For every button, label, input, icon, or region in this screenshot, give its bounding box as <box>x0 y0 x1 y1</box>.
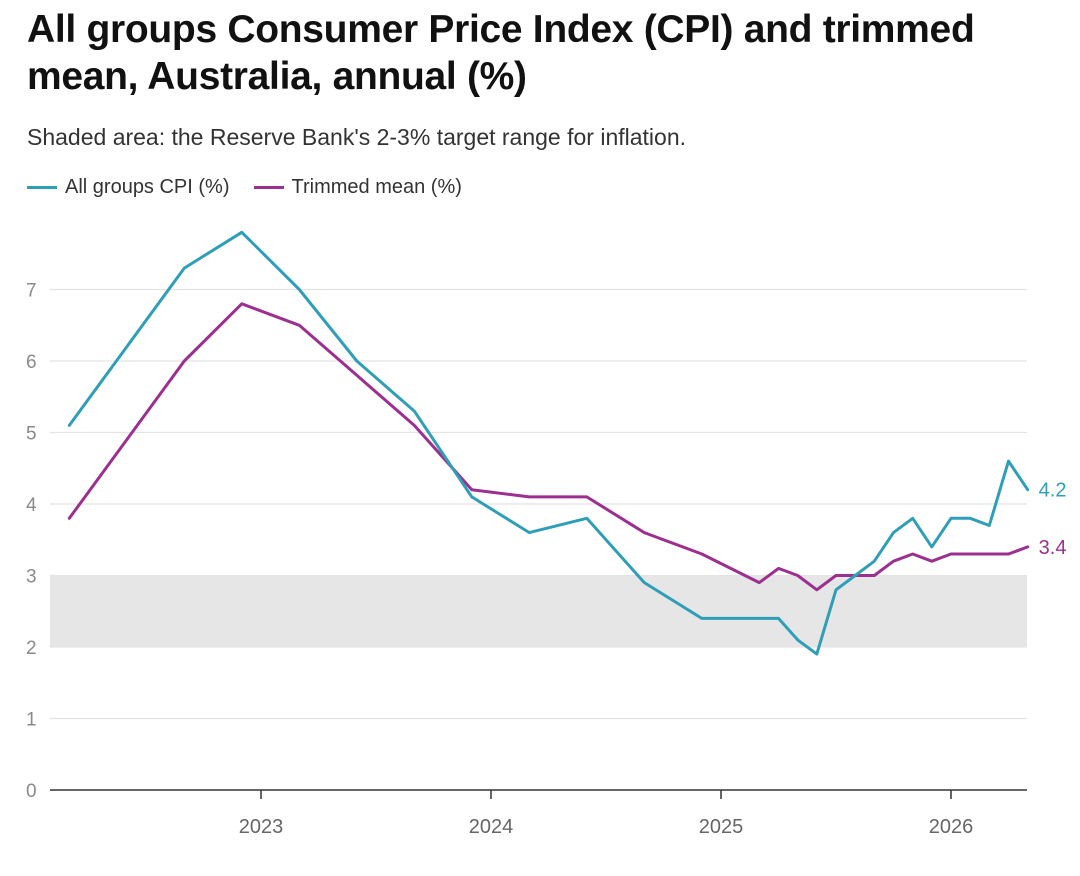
series-line-trimmed-mean[interactable] <box>67 302 1030 592</box>
y-tick-label-4: 4 <box>26 495 37 516</box>
x-tick-label-2024: 2024 <box>469 816 514 838</box>
chart-legend: All groups CPI (%) Trimmed mean (%) <box>27 176 486 199</box>
chart-subtitle: Shaded area: the Reserve Bank's 2-3% tar… <box>27 124 687 150</box>
series-line-cpi[interactable] <box>67 230 1030 656</box>
y-tick-label-0: 0 <box>26 781 37 802</box>
legend-swatch-cpi <box>27 186 57 189</box>
target-range-band <box>50 575 1027 647</box>
y-tick-label-7: 7 <box>26 281 37 302</box>
legend-swatch-trimmed-mean <box>253 186 284 189</box>
y-tick-label-2: 2 <box>26 638 37 659</box>
legend-item-cpi[interactable]: All groups CPI (%) <box>27 176 230 199</box>
y-tick-label-1: 1 <box>26 710 37 731</box>
legend-label-trimmed-mean: Trimmed mean (%) <box>291 176 462 198</box>
end-label-cpi: 4.2 <box>1039 480 1067 502</box>
y-tick-label-3: 3 <box>26 567 37 588</box>
y-tick-label-6: 6 <box>26 352 37 373</box>
legend-item-trimmed-mean[interactable]: Trimmed mean (%) <box>253 176 462 199</box>
y-tick-label-5: 5 <box>26 424 37 445</box>
x-tick-label-2025: 2025 <box>699 816 744 838</box>
chart-title: All groups Consumer Price Index (CPI) an… <box>27 8 975 98</box>
legend-label-cpi: All groups CPI (%) <box>65 176 230 198</box>
x-tick-label-2026: 2026 <box>929 816 974 838</box>
end-label-trimmed-mean: 3.4 <box>1039 537 1067 559</box>
x-tick-label-2023: 2023 <box>239 816 284 838</box>
